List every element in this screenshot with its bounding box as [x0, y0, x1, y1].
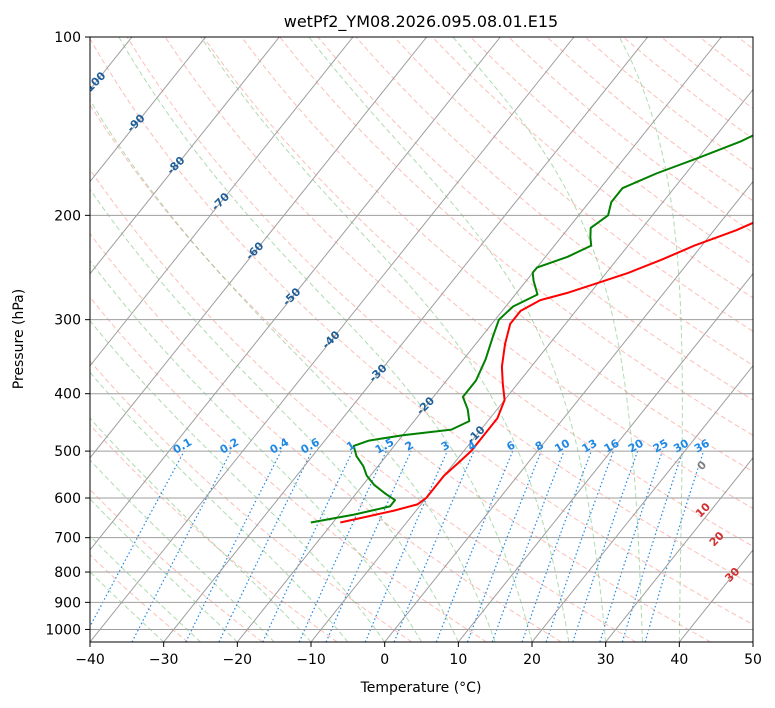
dry-adiabat-line — [90, 168, 637, 642]
x-tick-label: 0 — [380, 652, 389, 668]
y-tick-label: 1000 — [45, 622, 81, 638]
x-tick-label: −30 — [149, 652, 179, 668]
isotherm-line — [90, 37, 575, 642]
y-axis-label: Pressure (hPa) — [11, 289, 27, 389]
mixing-ratio-line — [521, 450, 592, 642]
dry-adiabats — [90, 37, 753, 642]
x-axis: −40 −30 −20 −10 0 10 20 30 40 50 — [75, 642, 762, 668]
y-tick-label: 500 — [54, 444, 81, 460]
dry-adiabat-line — [355, 37, 753, 366]
y-tick-label: 800 — [54, 565, 81, 581]
isotherm-line — [310, 88, 753, 642]
mixing-ratio-line — [572, 450, 639, 642]
isotherm-line — [236, 37, 722, 642]
x-tick-label: 10 — [449, 652, 467, 668]
moist-adiabat-line — [90, 260, 422, 642]
y-tick-label: 600 — [54, 491, 81, 507]
x-tick-label: 20 — [523, 652, 541, 668]
dry-adiabat-line — [90, 296, 487, 642]
temperature-profile-line — [340, 221, 753, 524]
moist-adiabat-line — [618, 37, 683, 642]
isotherm-line — [90, 37, 501, 551]
x-tick-label: −20 — [223, 652, 253, 668]
dry-adiabat-line — [241, 37, 753, 473]
mixing-ratio-line — [621, 450, 684, 642]
isotherm-line — [163, 37, 649, 642]
dry-adiabat-line — [393, 37, 753, 332]
y-tick-label: 200 — [54, 208, 81, 224]
dry-adiabat-line — [164, 37, 753, 547]
moist-adiabat-label: 40 — [750, 586, 770, 606]
mixing-ratio-lines — [90, 450, 705, 642]
plot-area: 0.1 0.2 0.4 0.6 1 1.5 2 3 4 6 8 10 13 16 20 25 30 36-100-… — [90, 37, 770, 642]
moist-adiabat-line — [90, 188, 459, 642]
isotherm-line — [457, 272, 753, 642]
isotherm-line — [90, 37, 428, 459]
isotherm-line — [531, 364, 753, 642]
x-tick-label: 50 — [744, 652, 762, 668]
x-tick-label: −10 — [296, 652, 326, 668]
dry-adiabat-line — [202, 37, 753, 510]
moist-adiabat-line — [90, 498, 238, 642]
moist-adiabat-line — [308, 37, 607, 642]
profile-lines — [310, 134, 753, 524]
x-tick-label: −40 — [75, 652, 105, 668]
x-axis-label: Temperature (°C) — [360, 680, 482, 696]
moist-adiabat-line — [118, 37, 533, 642]
mixing-ratio-line — [90, 450, 185, 628]
isotherm-line — [90, 37, 207, 183]
mixing-ratio-line — [599, 450, 663, 642]
plot-frame — [89, 36, 754, 643]
isotherm-line — [90, 37, 280, 275]
moist-adiabat-line — [90, 320, 386, 642]
mixing-ratio-line — [325, 450, 412, 642]
y-tick-label: 400 — [54, 387, 81, 403]
moist-adiabat-line — [200, 37, 570, 642]
y-tick-label: 100 — [54, 30, 81, 46]
y-tick-label: 700 — [54, 531, 81, 547]
dry-adiabat-line — [90, 554, 189, 642]
y-axis: 1000 900 800 700 600 500 400 300 200 100 — [45, 30, 90, 638]
y-tick-label: 900 — [54, 595, 81, 611]
dry-adiabat-line — [90, 37, 753, 626]
mixing-ratio-line — [185, 450, 282, 642]
dry-adiabat-line — [90, 488, 263, 642]
isotherm-line — [384, 180, 753, 642]
dry-adiabat-line — [90, 424, 338, 642]
mixing-ratio-line — [545, 450, 614, 642]
x-tick-label: 40 — [670, 652, 688, 668]
chart-title: wetPf2_YM08.2026.095.08.01.E15 — [284, 12, 558, 32]
y-tick-label: 300 — [54, 313, 81, 329]
x-tick-label: 30 — [597, 652, 615, 668]
isotherm-line — [605, 457, 753, 642]
dry-adiabat-line — [90, 104, 711, 642]
moist-adiabat-line — [90, 459, 275, 642]
dry-adiabat-line — [279, 37, 753, 437]
mixing-ratio-line — [491, 450, 565, 642]
dewpoint-profile-line — [310, 134, 753, 524]
isobars — [90, 37, 753, 630]
isotherm-line — [90, 37, 354, 367]
mixing-ratio-line — [466, 450, 542, 642]
mixing-ratio-line — [435, 450, 514, 642]
isotherms — [90, 37, 753, 642]
